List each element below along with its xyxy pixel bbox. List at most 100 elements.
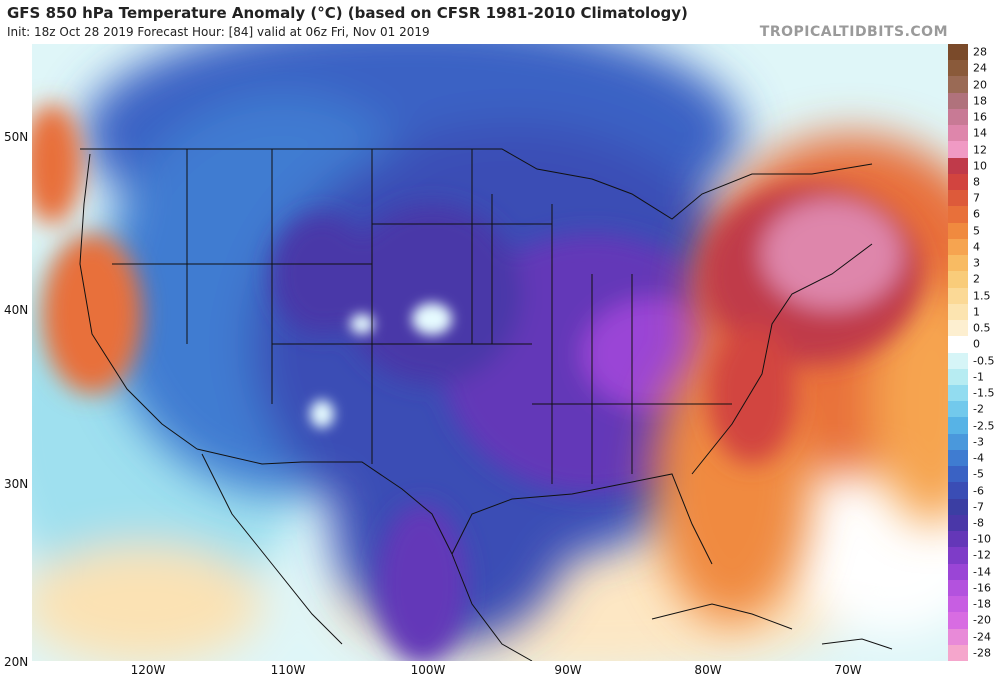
colorbar-label: 4 [973, 240, 980, 254]
colorbar-swatch [948, 384, 968, 402]
colorbar-step: -3 [948, 433, 1000, 450]
boundaries [79, 148, 873, 661]
colorbar-label: -10 [973, 532, 991, 546]
colorbar-step: -10 [948, 531, 1000, 548]
colorbar-step: 24 [948, 60, 1000, 77]
colorbar-step: 1.5 [948, 287, 1000, 304]
lat-label-50n: 50N [4, 130, 29, 144]
colorbar-label: -4 [973, 451, 984, 465]
colorbar-step: -1 [948, 368, 1000, 385]
colorbar-swatch [948, 190, 968, 207]
colorbar-step: 12 [948, 141, 1000, 158]
colorbar-label: 2 [973, 272, 980, 286]
colorbar-swatch [948, 44, 968, 61]
colorbar-label: 7 [973, 191, 980, 205]
colorbar-label: -14 [973, 565, 991, 579]
anomaly-field-pale [310, 303, 452, 428]
colorbar-label: 8 [973, 175, 980, 189]
colorbar-step: 6 [948, 206, 1000, 223]
colorbar-label: 20 [973, 78, 987, 92]
colorbar-step: -24 [948, 628, 1000, 645]
colorbar-label: 1 [973, 305, 980, 319]
colorbar-label: -1 [973, 370, 984, 384]
colorbar-swatch [948, 547, 968, 564]
colorbar-swatch [948, 92, 968, 109]
colorbar-swatch [948, 108, 968, 126]
anomaly-map[interactable] [32, 44, 948, 661]
lon-label-100w: 100W [410, 663, 446, 677]
colorbar-step: -8 [948, 514, 1000, 532]
colorbar-step: -20 [948, 612, 1000, 629]
colorbar-label: -24 [973, 630, 991, 644]
colorbar-step: -5 [948, 466, 1000, 483]
colorbar-step: 20 [948, 76, 1000, 93]
colorbar-label: 5 [973, 224, 980, 238]
colorbar-swatch [948, 482, 968, 499]
colorbar-label: -28 [973, 646, 991, 660]
colorbar-label: -2.5 [973, 419, 995, 433]
colorbar-label: 16 [973, 110, 987, 124]
colorbar-swatch [948, 433, 968, 450]
colorbar-label: 12 [973, 143, 987, 157]
colorbar-step: -1.5 [948, 384, 1000, 402]
colorbar-swatch [948, 449, 968, 467]
lon-label-120w: 120W [130, 663, 166, 677]
colorbar-swatch [948, 644, 968, 661]
colorbar-swatch [948, 466, 968, 483]
colorbar-step: -7 [948, 498, 1000, 515]
colorbar-label: -3 [973, 435, 984, 449]
chart-title: GFS 850 hPa Temperature Anomaly (°C) (ba… [7, 4, 688, 22]
colorbar-swatch [948, 173, 968, 191]
colorbar-label: 3 [973, 256, 980, 270]
colorbar-swatch [948, 255, 968, 272]
colorbar-label: -12 [973, 548, 991, 562]
lon-label-110w: 110W [270, 663, 306, 677]
colorbar-label: 24 [973, 61, 987, 75]
colorbar-swatch [948, 579, 968, 597]
colorbar-step: 0.5 [948, 320, 1000, 337]
colorbar-step: -2.5 [948, 417, 1000, 434]
lat-label-30n: 30N [4, 477, 29, 491]
colorbar-swatch [948, 368, 968, 385]
colorbar-step: 5 [948, 222, 1000, 239]
colorbar-swatch [948, 320, 968, 337]
lat-label-40n: 40N [4, 303, 29, 317]
colorbar-step: 10 [948, 157, 1000, 174]
colorbar-step: 1 [948, 303, 1000, 321]
colorbar-swatch [948, 531, 968, 548]
colorbar-step: -14 [948, 563, 1000, 580]
colorbar-label: -2 [973, 402, 984, 416]
colorbar-step: 0 [948, 336, 1000, 353]
colorbar-step: 2 [948, 271, 1000, 288]
colorbar-step: 8 [948, 173, 1000, 191]
colorbar-label: -0.5 [973, 354, 995, 368]
colorbar-label: -20 [973, 613, 991, 627]
colorbar-label: -5 [973, 467, 984, 481]
colorbar-step: 28 [948, 44, 1000, 61]
colorbar-swatch [948, 417, 968, 434]
colorbar-step: -28 [948, 644, 1000, 661]
colorbar-label: 10 [973, 159, 987, 173]
colorbar-step: -4 [948, 449, 1000, 467]
colorbar-step: 3 [948, 255, 1000, 272]
colorbar-swatch [948, 336, 968, 353]
colorbar-step: 18 [948, 92, 1000, 109]
colorbar-swatch [948, 563, 968, 580]
colorbar-swatch [948, 76, 968, 93]
colorbar-swatch [948, 125, 968, 142]
colorbar-swatch [948, 401, 968, 418]
colorbar-label: -7 [973, 500, 984, 514]
colorbar-label: 14 [973, 126, 987, 140]
map-svg [32, 44, 948, 661]
colorbar-label: 18 [973, 94, 987, 108]
colorbar-swatch [948, 222, 968, 239]
colorbar-step: -18 [948, 596, 1000, 613]
colorbar-label: -6 [973, 484, 984, 497]
colorbar: 28 24 20 18 16 14 12 10 8 7 6 5 4 3 2 1.5 1 0.5 0 -0.5 -1 -1.… [948, 44, 1000, 661]
colorbar-swatch [948, 141, 968, 158]
colorbar-swatch [948, 60, 968, 77]
colorbar-step: -12 [948, 547, 1000, 564]
brand-watermark: TROPICALTIDBITS.COM [759, 24, 948, 40]
colorbar-label: 0.5 [973, 321, 991, 335]
colorbar-label: -1.5 [973, 386, 995, 400]
